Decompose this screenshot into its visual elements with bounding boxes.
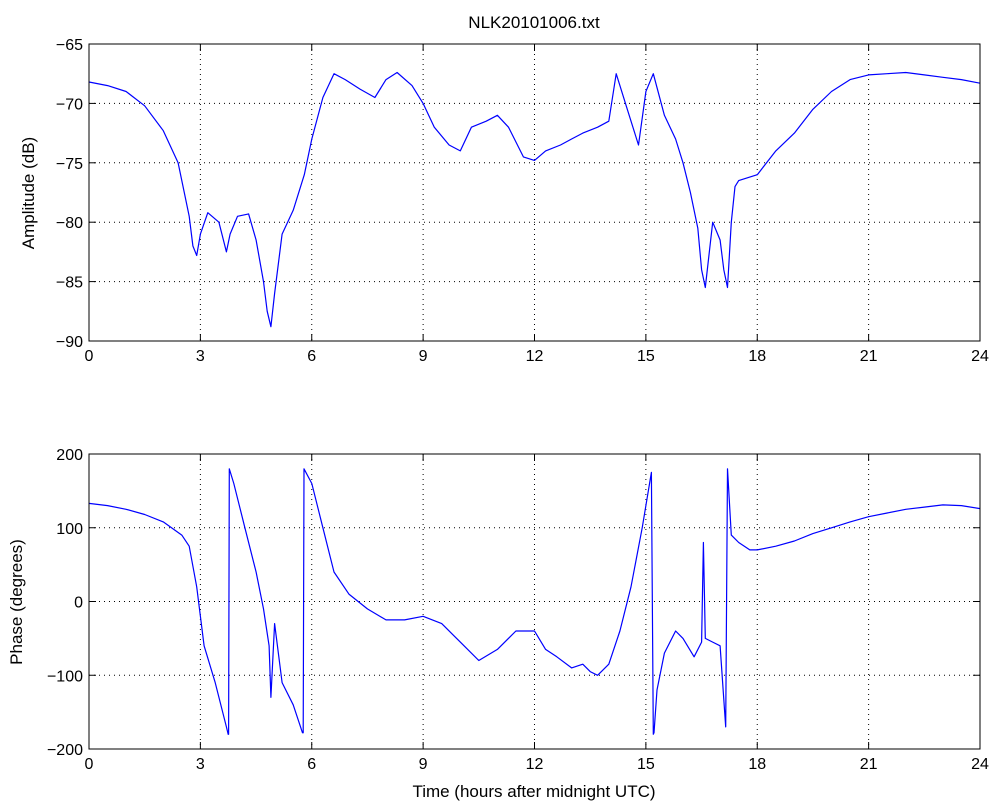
phase-xtick-label: 24 xyxy=(971,756,989,773)
phase-axes-frame xyxy=(88,453,981,750)
phase-xtick-label: 18 xyxy=(748,756,766,773)
phase-xtick-label: 0 xyxy=(85,756,94,773)
phase-xtick-label: 6 xyxy=(307,756,316,773)
phase-xtick-label: 3 xyxy=(196,756,205,773)
amplitude-plot-area xyxy=(89,44,980,341)
phase-xlabel: Time (hours after midnight UTC) xyxy=(412,782,655,801)
phase-xtick-label: 21 xyxy=(860,756,878,773)
phase-series-line xyxy=(88,468,981,735)
phase-ytick-label: 100 xyxy=(56,521,83,538)
phase-ytick-label: 200 xyxy=(56,447,83,464)
phase-xtick-label: 9 xyxy=(419,756,428,773)
phase-ytick-label: −200 xyxy=(47,742,83,759)
phase-ylabel: Phase (degrees) xyxy=(7,539,26,665)
phase-ytick-label: −100 xyxy=(47,668,83,685)
amplitude-ytick-label: −80 xyxy=(56,215,83,232)
amplitude-xtick-label: 3 xyxy=(196,348,205,365)
chart-title: NLK20101006.txt xyxy=(468,13,600,32)
amplitude-ytick-label: −65 xyxy=(56,37,83,54)
amplitude-ytick-label: −85 xyxy=(56,275,83,292)
amplitude-xtick-label: 12 xyxy=(526,348,544,365)
amplitude-xtick-label: 24 xyxy=(971,348,989,365)
amplitude-xtick-label: 18 xyxy=(748,348,766,365)
amplitude-plot: 0 3 6 9 12 15 18 21 24 −65 −70 −75 −80 −85 −90 xyxy=(56,37,989,365)
amplitude-ytick-label: −90 xyxy=(56,334,83,351)
phase-ytick-label: 0 xyxy=(74,595,83,612)
amplitude-series-line xyxy=(88,71,981,328)
amplitude-ytick-label: −75 xyxy=(56,156,83,173)
amplitude-xtick-label: 9 xyxy=(419,348,428,365)
phase-xtick-label: 12 xyxy=(526,756,544,773)
amplitude-ylabel: Amplitude (dB) xyxy=(19,137,38,249)
amplitude-xtick-label: 6 xyxy=(307,348,316,365)
amplitude-ytick-label: −70 xyxy=(56,96,83,113)
amplitude-axes-frame xyxy=(88,43,981,342)
phase-plot: 0 3 6 9 12 15 18 21 24 200 100 0 −100 −200 xyxy=(47,447,989,773)
amplitude-xtick-label: 21 xyxy=(860,348,878,365)
amplitude-xtick-label: 0 xyxy=(85,348,94,365)
amplitude-xtick-label: 15 xyxy=(637,348,655,365)
phase-xtick-label: 15 xyxy=(637,756,655,773)
